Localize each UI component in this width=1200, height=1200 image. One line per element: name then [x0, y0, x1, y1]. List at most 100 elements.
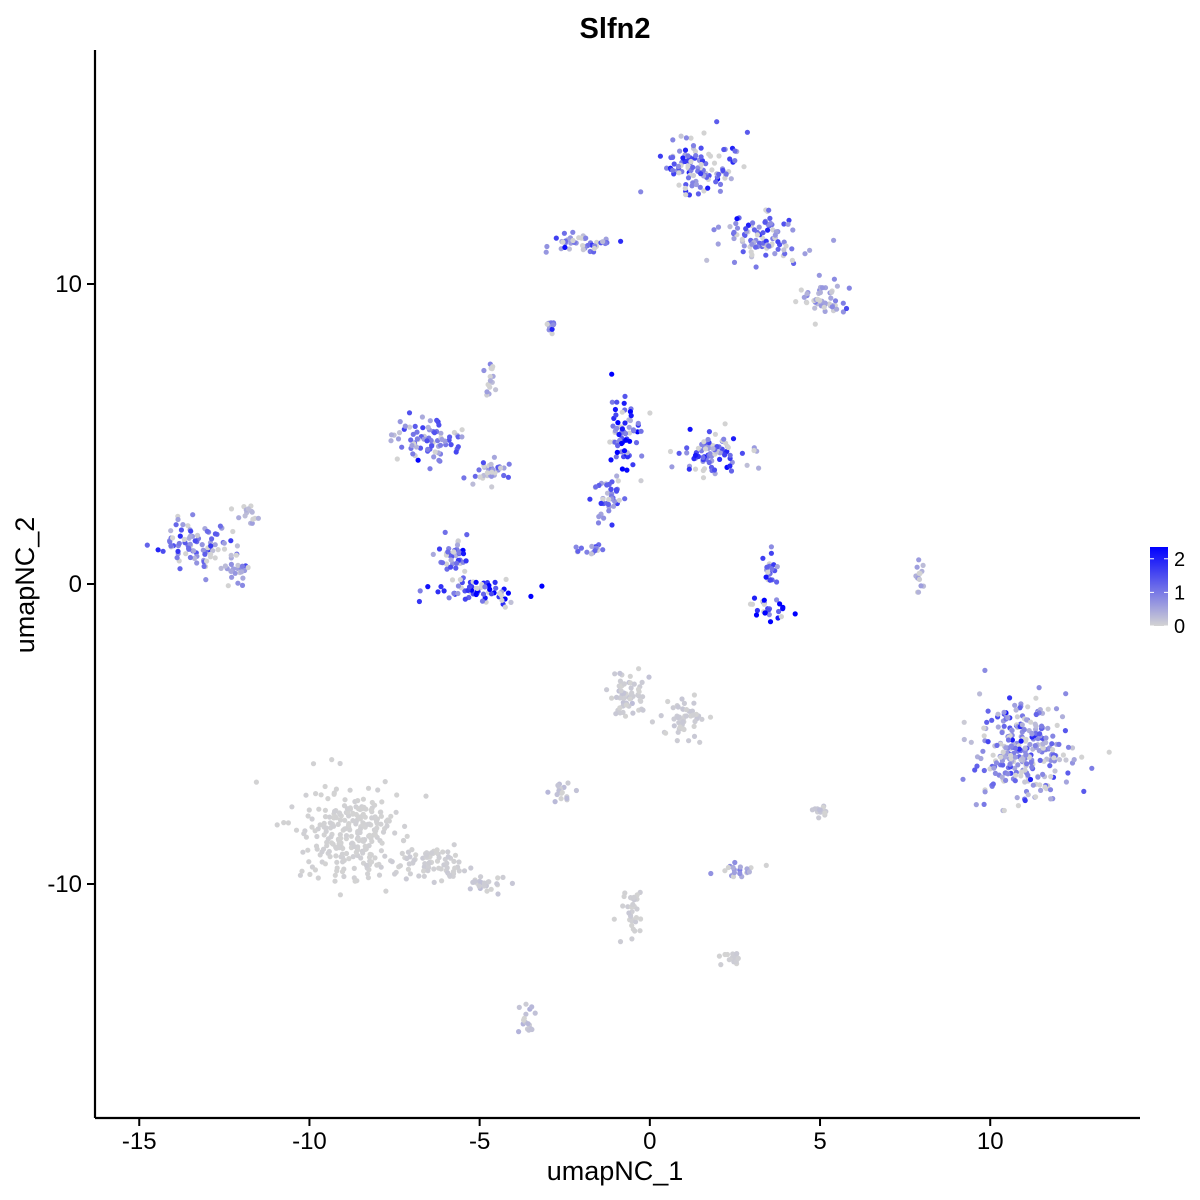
data-point	[373, 828, 379, 834]
data-point	[1045, 706, 1051, 712]
data-point	[428, 437, 434, 444]
data-point	[1106, 749, 1112, 755]
data-point	[472, 473, 478, 479]
data-point	[181, 536, 187, 543]
data-point	[592, 548, 598, 554]
data-point	[704, 257, 710, 263]
data-point	[449, 577, 456, 583]
data-point	[756, 465, 762, 471]
data-point	[313, 791, 319, 797]
data-point	[732, 148, 738, 154]
data-point	[580, 247, 586, 253]
data-point	[627, 409, 634, 415]
data-point	[489, 484, 495, 490]
data-point	[1024, 717, 1030, 723]
data-point	[580, 243, 586, 249]
data-point	[427, 466, 433, 472]
data-point	[342, 797, 348, 803]
data-point	[749, 252, 755, 258]
data-point	[177, 533, 183, 539]
data-point	[715, 241, 721, 247]
data-point	[675, 163, 682, 169]
data-point	[230, 528, 236, 535]
data-point	[331, 823, 337, 829]
data-point	[665, 698, 671, 705]
data-point	[621, 448, 628, 454]
data-point	[613, 454, 619, 460]
data-point	[228, 552, 234, 558]
data-point	[339, 851, 345, 857]
data-point	[710, 446, 716, 452]
data-point	[829, 289, 835, 295]
data-point	[316, 806, 322, 812]
data-point	[638, 478, 644, 484]
data-point	[239, 582, 246, 589]
data-point	[448, 564, 454, 570]
data-point	[312, 867, 318, 873]
data-point	[961, 736, 967, 743]
data-point	[918, 583, 924, 589]
data-point	[716, 953, 723, 959]
data-point	[425, 446, 431, 452]
data-point	[318, 792, 324, 798]
data-point	[630, 427, 637, 433]
data-point	[228, 506, 235, 512]
data-point	[337, 760, 343, 767]
data-point	[322, 783, 328, 790]
data-point	[744, 129, 751, 135]
data-point	[822, 308, 828, 314]
data-point	[334, 859, 340, 865]
data-point	[488, 886, 494, 892]
data-point	[332, 808, 338, 815]
data-point	[781, 221, 787, 227]
data-point	[404, 833, 410, 839]
data-point	[347, 787, 353, 793]
data-point	[628, 413, 634, 419]
data-point	[1001, 709, 1007, 715]
data-point	[389, 859, 395, 865]
data-point	[174, 555, 180, 561]
data-point	[452, 852, 459, 858]
data-point	[468, 865, 474, 871]
data-point	[626, 910, 632, 916]
data-point	[623, 702, 630, 708]
data-point	[1012, 702, 1018, 708]
data-point	[204, 558, 210, 564]
data-point	[790, 227, 796, 233]
data-point	[690, 712, 696, 718]
data-point	[1030, 782, 1036, 788]
data-point	[772, 251, 778, 257]
data-point	[232, 570, 238, 576]
data-point	[368, 807, 374, 813]
data-point	[1037, 731, 1043, 737]
data-point	[753, 264, 759, 270]
data-point	[639, 453, 645, 459]
data-point	[717, 188, 724, 194]
data-point	[358, 855, 364, 861]
data-point	[249, 520, 255, 526]
data-point	[690, 143, 697, 149]
data-point	[1001, 723, 1007, 729]
data-point	[1009, 727, 1015, 734]
data-point	[300, 849, 306, 855]
data-point	[754, 232, 761, 238]
data-point	[525, 1021, 531, 1027]
data-point	[183, 551, 189, 557]
data-point	[487, 586, 493, 593]
data-point	[713, 179, 719, 185]
data-point	[688, 158, 694, 165]
data-point	[1038, 787, 1044, 794]
data-point	[984, 719, 990, 725]
data-point	[817, 289, 824, 296]
data-point	[671, 161, 677, 167]
data-point	[508, 599, 514, 606]
data-point	[194, 532, 201, 539]
data-point	[379, 840, 385, 846]
data-point	[698, 161, 704, 168]
data-point	[978, 755, 984, 762]
data-point	[1040, 771, 1046, 778]
data-point	[692, 466, 699, 472]
data-point	[722, 421, 728, 427]
data-point	[620, 709, 626, 716]
data-point	[360, 796, 366, 802]
